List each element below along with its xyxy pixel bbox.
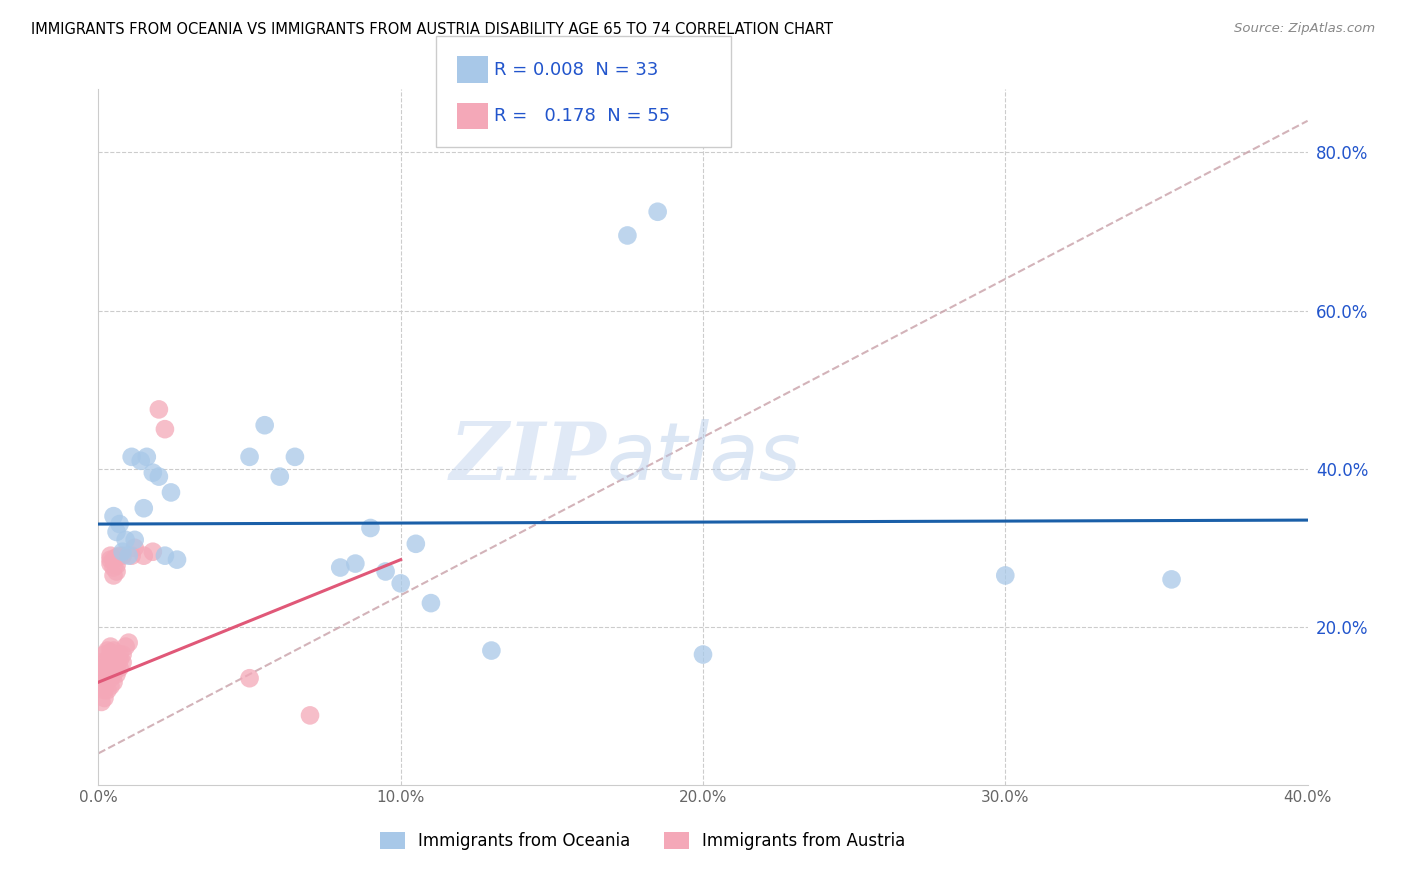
Point: [108, 653, 131, 667]
Point: [124, 541, 146, 555]
Point: [129, 454, 152, 468]
Point: [269, 469, 291, 483]
Point: [142, 466, 165, 480]
Point: [93, 661, 115, 675]
Point: [103, 552, 125, 566]
Point: [160, 485, 183, 500]
Point: [100, 645, 122, 659]
Point: [166, 552, 188, 566]
Point: [239, 450, 262, 464]
Point: [96, 661, 118, 675]
Point: [105, 649, 128, 664]
Point: [103, 651, 125, 665]
Point: [93, 671, 115, 685]
Point: [148, 402, 170, 417]
Point: [105, 661, 128, 675]
Point: [100, 552, 122, 566]
Point: [111, 545, 134, 559]
Point: [103, 568, 125, 582]
Point: [96, 671, 118, 685]
Point: [90, 656, 112, 670]
Point: [1160, 573, 1182, 587]
Point: [108, 648, 131, 662]
Point: [132, 501, 155, 516]
Point: [103, 560, 125, 574]
Text: Source: ZipAtlas.com: Source: ZipAtlas.com: [1234, 22, 1375, 36]
Point: [374, 565, 396, 579]
Point: [105, 656, 128, 670]
Point: [329, 560, 352, 574]
Point: [93, 648, 115, 662]
Point: [111, 549, 134, 563]
Point: [105, 558, 128, 573]
Point: [108, 516, 131, 531]
Point: [253, 418, 276, 433]
Point: [647, 204, 669, 219]
Point: [108, 661, 131, 675]
Point: [118, 549, 141, 563]
Point: [90, 695, 112, 709]
Point: [103, 667, 125, 681]
Point: [299, 708, 322, 723]
Point: [93, 690, 115, 705]
Point: [132, 549, 155, 563]
Legend: Immigrants from Oceania, Immigrants from Austria: Immigrants from Oceania, Immigrants from…: [373, 825, 912, 856]
Point: [96, 683, 118, 698]
Point: [344, 557, 367, 571]
Text: R = 0.008  N = 33: R = 0.008 N = 33: [494, 61, 658, 78]
Point: [100, 557, 122, 571]
Text: IMMIGRANTS FROM OCEANIA VS IMMIGRANTS FROM AUSTRIA DISABILITY AGE 65 TO 74 CORRE: IMMIGRANTS FROM OCEANIA VS IMMIGRANTS FR…: [31, 22, 832, 37]
Point: [121, 450, 143, 464]
Point: [100, 549, 122, 563]
Point: [148, 469, 170, 483]
Text: R =   0.178  N = 55: R = 0.178 N = 55: [494, 107, 669, 125]
Point: [142, 545, 165, 559]
Point: [405, 537, 427, 551]
Point: [692, 648, 714, 662]
Point: [389, 576, 412, 591]
Point: [103, 675, 125, 690]
Point: [124, 533, 146, 547]
Point: [90, 667, 112, 681]
Point: [118, 635, 141, 649]
Point: [420, 596, 443, 610]
Point: [103, 509, 125, 524]
Point: [121, 549, 143, 563]
Point: [105, 550, 128, 565]
Point: [239, 671, 262, 685]
Point: [93, 683, 115, 698]
Point: [105, 565, 128, 579]
Point: [96, 643, 118, 657]
Point: [153, 549, 176, 563]
Point: [100, 671, 122, 685]
Point: [284, 450, 307, 464]
Point: [616, 228, 638, 243]
Point: [103, 659, 125, 673]
Text: ZIP: ZIP: [450, 419, 606, 497]
Point: [994, 568, 1017, 582]
Point: [100, 663, 122, 677]
Point: [114, 640, 136, 654]
Point: [360, 521, 382, 535]
Point: [103, 643, 125, 657]
Point: [90, 679, 112, 693]
Point: [100, 656, 122, 670]
Point: [153, 422, 176, 436]
Point: [105, 524, 128, 539]
Point: [111, 656, 134, 670]
Point: [111, 648, 134, 662]
Point: [481, 643, 503, 657]
Point: [108, 549, 131, 563]
Point: [135, 450, 157, 464]
Point: [96, 653, 118, 667]
Point: [100, 640, 122, 654]
Text: atlas: atlas: [606, 419, 801, 497]
Point: [114, 533, 136, 547]
Point: [100, 679, 122, 693]
Point: [105, 667, 128, 681]
